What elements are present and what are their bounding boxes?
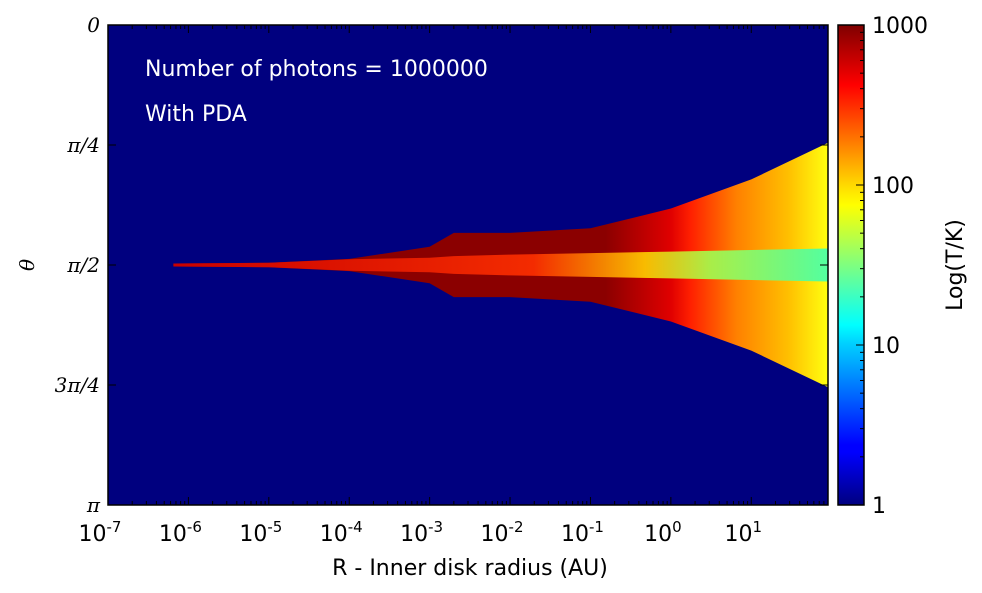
- x-axis-title: R - Inner disk radius (AU): [332, 556, 608, 581]
- colorbar-tick-label: 1000: [872, 14, 928, 39]
- x-tick-label: 10-6: [159, 518, 202, 547]
- pda-annotation: With PDA: [145, 102, 247, 127]
- x-tick-label: 10-4: [320, 518, 363, 547]
- colorbar-tick-label: 1: [872, 494, 886, 519]
- colorbar-tick-label: 10: [872, 334, 900, 359]
- y-axis-title: θ: [15, 259, 39, 271]
- y-tick-label: π/4: [66, 133, 100, 157]
- colorbar-bar: [837, 24, 865, 506]
- x-axis-ticks: 10-7 10-6 10-5 10-4 10-3 10-2 10-1 100 101: [79, 25, 829, 547]
- x-tick-label: 10-5: [239, 518, 282, 547]
- colorbar: 1 10 100 1000 Log(T/K): [837, 14, 968, 519]
- colorbar-title: Log(T/K): [943, 219, 968, 311]
- disk-temperature-field: [173, 142, 828, 388]
- colorbar-ticks: 1 10 100 1000: [856, 14, 928, 519]
- y-axis-ticks: 0 π/4 π/2 3π/4 π: [55, 13, 828, 517]
- x-tick-label: 10-7: [79, 518, 122, 547]
- plot-area: [107, 24, 829, 506]
- x-tick-label: 101: [724, 518, 762, 547]
- disk-midplane-band: [173, 248, 828, 282]
- x-tick-label: 100: [644, 518, 682, 547]
- x-tick-label: 10-1: [561, 518, 604, 547]
- colorbar-tick-label: 100: [872, 174, 914, 199]
- y-tick-label: π/2: [66, 253, 100, 277]
- x-tick-label: 10-3: [400, 518, 443, 547]
- y-tick-label: π: [86, 493, 101, 517]
- x-tick-label: 10-2: [481, 518, 524, 547]
- y-tick-label: 0: [87, 13, 100, 37]
- photon-count-annotation: Number of photons = 1000000: [145, 57, 488, 82]
- y-tick-label: 3π/4: [55, 373, 100, 397]
